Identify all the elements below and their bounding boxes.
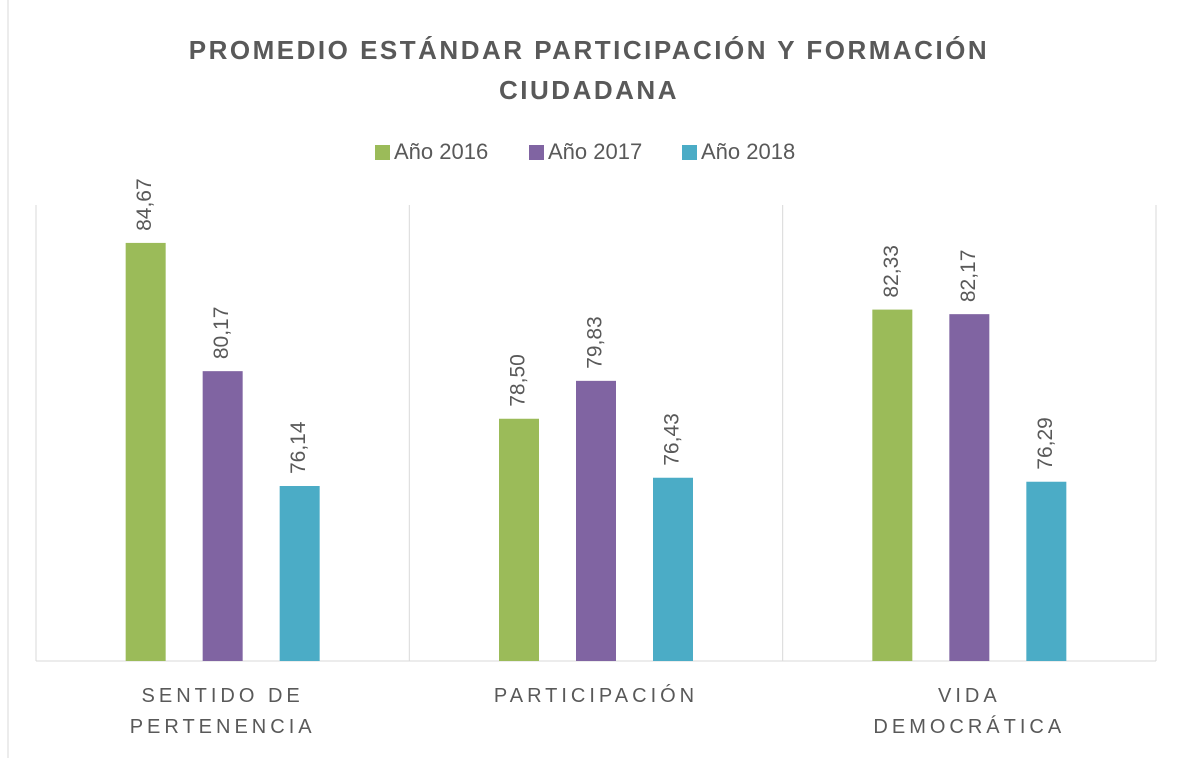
legend-swatch [682,145,697,160]
legend-swatch [375,145,390,160]
bar [202,371,243,661]
bar [576,380,616,661]
data-label: 76,43 [661,413,684,466]
bar [1026,481,1067,661]
data-label: 82,17 [957,250,980,303]
x-tick-label: PARTICIPACIÓN [493,685,699,707]
bar [653,477,693,661]
data-label: 84,67 [133,178,156,231]
bar [949,314,990,661]
bar [279,486,320,661]
legend-swatch [529,145,544,160]
data-label: 80,17 [210,307,233,360]
chart-title: PROMEDIO ESTÁNDAR PARTICIPACIÓN Y FORMAC… [188,35,990,105]
data-label: 82,33 [880,245,903,298]
bar [125,242,166,661]
data-label: 76,14 [287,421,310,474]
x-tick-label: VIDA DEMOCRÁTICA [873,685,1066,738]
legend-label: Año 2017 [548,139,642,164]
x-tick-label: SENTIDO DE PERTENENCIA [129,685,316,738]
data-label: 78,50 [507,354,530,407]
legend-label: Año 2016 [394,139,488,164]
bar [499,418,539,661]
data-label: 79,83 [584,316,607,369]
legend-label: Año 2018 [701,139,795,164]
data-label: 76,29 [1034,417,1057,470]
bar [872,309,913,661]
